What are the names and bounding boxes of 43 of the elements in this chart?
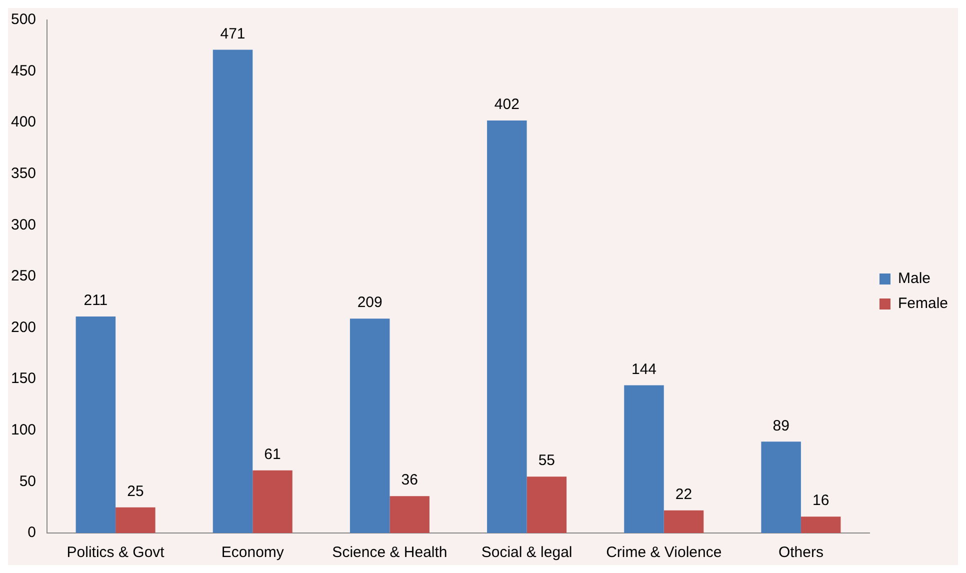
y-tick-label: 400 <box>10 114 36 131</box>
y-tick-label: 200 <box>10 318 36 336</box>
x-tick-label: Economy <box>221 544 284 562</box>
bar <box>624 385 664 533</box>
legend-label: Male <box>898 270 930 288</box>
x-tick-label: Others <box>778 544 824 562</box>
x-tick-label: Politics & Govt <box>66 544 166 562</box>
x-tick-label: Social & legal <box>481 544 572 562</box>
bar <box>350 318 390 533</box>
data-label: 89 <box>772 417 790 434</box>
bar <box>526 476 567 533</box>
bar <box>116 507 156 533</box>
bar <box>212 50 253 533</box>
data-label: 36 <box>401 472 418 489</box>
data-label: 25 <box>127 482 144 500</box>
bar <box>252 470 292 533</box>
data-label: 22 <box>675 486 692 504</box>
x-tick-label: Science & Health <box>332 544 448 562</box>
bar <box>761 442 801 533</box>
data-label: 209 <box>357 294 382 312</box>
data-label: 61 <box>264 446 281 464</box>
data-label: 471 <box>220 25 246 42</box>
data-label: 144 <box>631 360 657 378</box>
bar <box>76 316 116 533</box>
bar <box>800 516 841 533</box>
y-tick-label: 500 <box>10 11 36 28</box>
y-tick-label: 450 <box>10 62 36 80</box>
x-tick-label: Crime & Violence <box>606 544 722 562</box>
data-label: 16 <box>812 492 830 510</box>
y-tick-label: 300 <box>10 216 36 234</box>
bar <box>664 510 704 533</box>
data-label: 211 <box>84 292 108 310</box>
bar <box>390 496 430 533</box>
y-tick-label: 50 <box>19 472 36 490</box>
legend-label: Female <box>898 295 948 312</box>
data-label: 402 <box>494 96 520 114</box>
y-tick-label: 250 <box>10 268 36 285</box>
bar <box>487 120 527 533</box>
y-tick-label: 350 <box>10 165 36 182</box>
data-label: 55 <box>538 452 556 470</box>
y-tick-label: 150 <box>10 370 36 388</box>
y-tick-label: 0 <box>28 524 36 542</box>
y-tick-label: 100 <box>10 422 36 439</box>
